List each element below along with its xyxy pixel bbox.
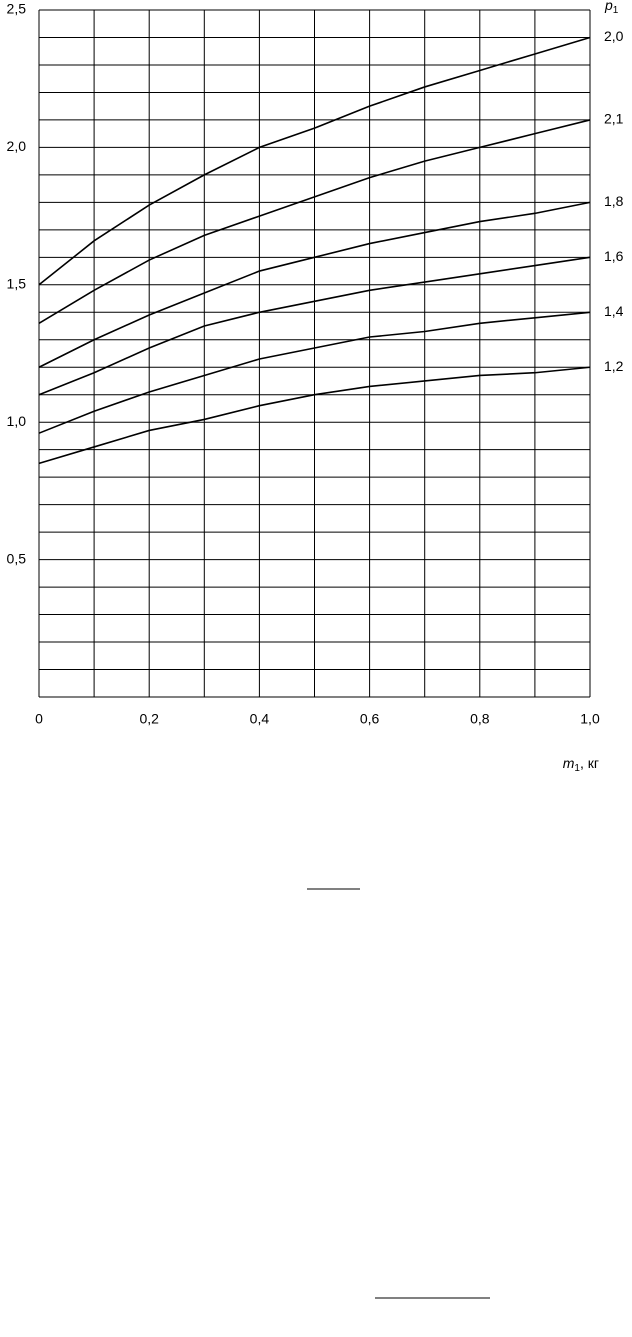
y-tick-label: 2,0 [7,138,27,154]
series-label: 2,1 [604,111,624,127]
curve [38,256,591,396]
curve [38,311,591,434]
curve [38,201,591,368]
x-tick-label: 0 [35,711,43,727]
x-label-sub: 1 [574,763,580,774]
y-tick-label: 1,0 [7,413,27,429]
x-axis-label: m1, кг [563,755,599,774]
x-tick-label: 1,0 [580,711,600,727]
series-label-var: p [604,0,613,13]
series-label-sub: 1 [613,5,619,16]
series-label: 1,6 [604,248,624,264]
series-label: 1,4 [604,303,624,319]
curve [38,36,591,286]
y-tick-label: 0,5 [7,550,27,566]
x-label-var: m [563,755,575,771]
y-tick-label: 1,5 [7,276,27,292]
curve [38,119,591,324]
series-label: 2,0 [604,28,624,44]
x-tick-label: 0,4 [250,711,270,727]
series-axis-label: p1 [604,0,619,16]
y-tick-label: 2,5 [7,1,27,17]
curve [38,366,591,465]
x-label-unit: , кг [580,755,599,771]
x-tick-label: 0,6 [360,711,380,727]
series-label: 1,8 [604,193,624,209]
series-label: 1,2 [604,358,624,374]
x-tick-label: 0,8 [470,711,490,727]
x-tick-label: 0,2 [139,711,159,727]
